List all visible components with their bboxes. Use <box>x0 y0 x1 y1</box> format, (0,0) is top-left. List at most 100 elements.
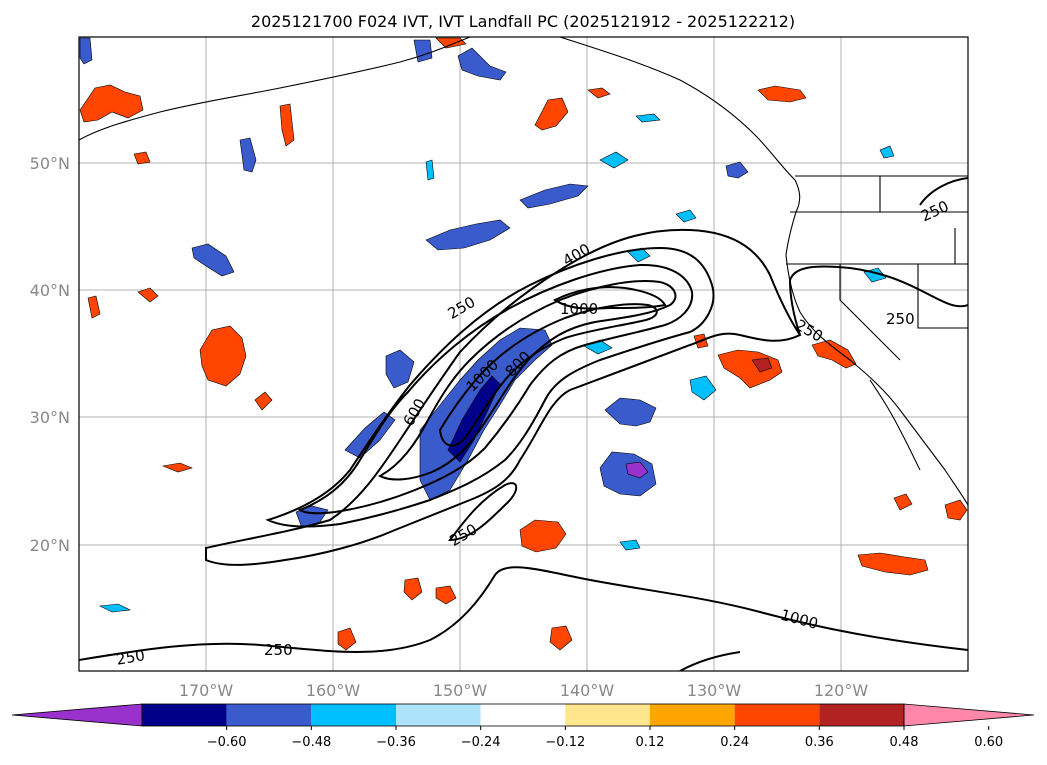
warm-anomaly-fills <box>79 37 968 651</box>
fill-blob <box>161 462 193 473</box>
contour-600 <box>297 263 694 515</box>
fill-blob <box>757 85 807 103</box>
contour-label-1000-b: 1000 <box>560 300 598 318</box>
state-line-az <box>917 264 968 329</box>
fill-blob <box>689 375 717 401</box>
contour-250-s2 <box>447 482 518 542</box>
fill-blob <box>599 151 629 169</box>
fill-blob <box>619 539 641 551</box>
fill-blob <box>425 159 435 181</box>
fill-blob <box>457 47 507 81</box>
lon-label-120w: 120°W <box>814 681 869 700</box>
colorbar-frame <box>141 703 905 727</box>
fill-blob <box>625 461 649 479</box>
colorbar-segments <box>11 703 1035 727</box>
fill-blob <box>725 161 749 179</box>
fill-blob <box>604 397 657 427</box>
baja <box>869 379 921 471</box>
lon-label-160w: 160°W <box>306 681 361 700</box>
fill-blob <box>944 499 968 521</box>
fill-blob <box>447 375 501 463</box>
latitude-labels: 50°N 40°N 30°N 20°N <box>30 154 70 555</box>
colorbar-tick-labels: −0.60 −0.48 −0.36 −0.24 −0.12 0.12 0.24 0.36 0.4… <box>207 726 1003 750</box>
colorbar-tick-label: −0.12 <box>545 735 585 750</box>
contour-250-ne <box>919 177 968 206</box>
colorbar-tick-label: 0.36 <box>805 735 834 750</box>
fill-blob <box>425 219 511 251</box>
lat-label-30n: 30°N <box>30 408 70 427</box>
fill-blob <box>519 519 567 553</box>
longitude-labels: 170°W 160°W 150°W 140°W 130°W 120°W <box>179 681 869 700</box>
alaska-coast <box>79 37 471 141</box>
fill-blob <box>137 287 159 303</box>
lon-label-150w: 150°W <box>433 681 488 700</box>
us-west-coast <box>785 254 968 506</box>
colorbar-tick-label: −0.60 <box>207 735 247 750</box>
colorbar-segment <box>480 704 566 726</box>
contour-label-250-f: 250 <box>115 646 146 669</box>
map-panel: 250 400 600 800 1000 1000 250 250 250 25… <box>78 36 969 672</box>
colorbar-tick-label: 0.24 <box>720 735 749 750</box>
contour-1000-a <box>438 303 658 447</box>
colorbar-segment <box>226 704 312 726</box>
fill-blob <box>751 357 773 373</box>
fill-blob <box>435 37 467 49</box>
fill-blob <box>635 113 661 123</box>
colorbar-tick-label: −0.48 <box>291 735 331 750</box>
contour-label-250-g: 250 <box>264 641 293 659</box>
fill-blob <box>587 87 611 99</box>
state-line-ca-nv <box>839 264 901 361</box>
fill-blob <box>133 151 151 165</box>
alaska-panhandle <box>559 37 796 181</box>
colorbar-segment <box>734 704 820 726</box>
fill-blob <box>254 391 273 411</box>
colorbar-tick-label: −0.24 <box>461 735 501 750</box>
contour-250-south <box>79 566 968 661</box>
contour-label-250-d: 250 <box>886 310 915 328</box>
fill-blob <box>87 295 101 319</box>
fill-blob <box>79 37 93 65</box>
fill-blob <box>857 552 929 576</box>
lat-label-20n: 20°N <box>30 536 70 555</box>
fill-blob <box>403 577 423 601</box>
colorbar-tick-label: 0.48 <box>890 735 919 750</box>
fill-blob <box>385 349 415 389</box>
fill-blob <box>79 84 144 123</box>
fill-blob <box>279 103 295 147</box>
fill-blob <box>549 625 573 651</box>
colorbar-tick-label: 0.12 <box>636 735 665 750</box>
fill-blob <box>534 97 569 131</box>
fill-blob <box>199 325 247 387</box>
colorbar-tick-label: −0.36 <box>376 735 416 750</box>
fill-blob <box>191 243 235 277</box>
coastlines <box>79 37 968 506</box>
colorbar-segment <box>819 704 904 726</box>
lat-label-40n: 40°N <box>30 281 70 300</box>
map-frame <box>78 36 969 672</box>
fill-blob <box>893 493 913 511</box>
colorbar: −0.60 −0.48 −0.36 −0.24 −0.12 0.12 0.24 0.36 0.4… <box>11 703 1035 750</box>
contour-400 <box>265 246 715 528</box>
colorbar-segment <box>142 704 227 726</box>
colorbar-segment <box>650 704 735 726</box>
colorbar-segment <box>311 704 396 726</box>
colorbar-tick-label: 0.60 <box>974 735 1003 750</box>
fill-blob <box>435 585 457 605</box>
contour-800 <box>377 279 677 481</box>
fill-blob <box>675 209 697 223</box>
fill-blob <box>239 137 257 173</box>
contour-250-main <box>205 228 802 566</box>
fill-blob <box>811 339 857 369</box>
colorbar-extend-min <box>11 703 143 727</box>
contour-1000-sw <box>679 651 741 671</box>
fill-blob <box>337 627 357 651</box>
lon-label-130w: 130°W <box>687 681 742 700</box>
colorbar-segment <box>396 704 481 726</box>
lon-label-170w: 170°W <box>179 681 234 700</box>
contour-250-east <box>788 265 968 336</box>
ivt-contours <box>79 177 968 671</box>
lat-label-50n: 50°N <box>30 154 70 173</box>
colorbar-segment <box>565 704 650 726</box>
contour-1000-b <box>553 286 667 310</box>
